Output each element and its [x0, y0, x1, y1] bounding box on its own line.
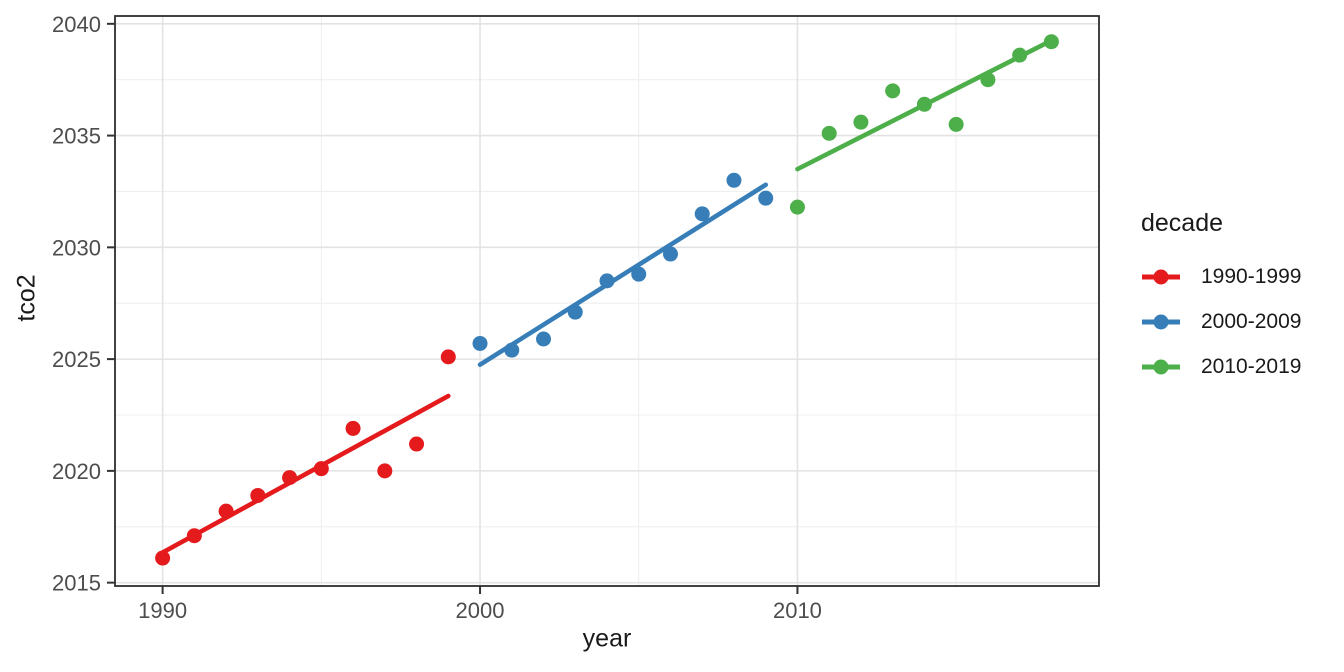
legend-title: decade: [1141, 209, 1224, 237]
y-tick-label: 2030: [52, 235, 101, 260]
data-point: [885, 83, 901, 99]
data-point: [853, 114, 869, 130]
data-point: [662, 246, 678, 262]
data-point: [726, 172, 742, 188]
x-tick-label: 2000: [456, 598, 505, 623]
trend-line: [795, 38, 1054, 172]
data-point: [345, 420, 361, 436]
trend-line: [160, 393, 451, 555]
legend: decade 1990-1999 2000-2009 2010-2019: [1141, 208, 1301, 389]
legend-entry: 1990-1999: [1141, 254, 1301, 299]
trend-line: [477, 182, 769, 368]
legend-entry: 2010-2019: [1141, 344, 1301, 389]
data-point: [377, 463, 393, 479]
legend-entry-label: 2000-2009: [1201, 309, 1302, 333]
data-point: [472, 335, 488, 351]
y-tick-label: 2040: [52, 12, 101, 37]
legend-entries: 1990-1999 2000-2009 2010-2019: [1141, 254, 1301, 389]
y-tick-label: 2015: [52, 571, 101, 596]
legend-key-icon: [1142, 359, 1180, 374]
data-point: [409, 436, 425, 452]
data-point: [440, 349, 456, 365]
data-point: [694, 206, 710, 222]
data-point: [948, 116, 964, 132]
x-tick-label: 2010: [773, 598, 822, 623]
legend-entry: 2000-2009: [1141, 299, 1301, 344]
data-point: [155, 550, 171, 566]
y-axis-title: tco2: [12, 274, 41, 322]
y-tick-label: 2025: [52, 347, 101, 372]
y-tick-label: 2020: [52, 459, 101, 484]
legend-entry-label: 2010-2019: [1201, 354, 1302, 378]
y-tick-label: 2035: [52, 124, 101, 149]
legend-key-icon: [1142, 269, 1180, 284]
data-point: [758, 190, 774, 206]
data-point: [536, 331, 552, 347]
data-point: [821, 125, 837, 141]
legend-entry-label: 1990-1999: [1201, 264, 1302, 288]
x-tick-label: 1990: [138, 598, 187, 623]
data-point: [631, 266, 647, 282]
legend-key-icon: [1142, 314, 1180, 329]
panel-border: [114, 15, 1100, 587]
x-axis-title: year: [582, 624, 632, 653]
data-point: [789, 199, 805, 215]
